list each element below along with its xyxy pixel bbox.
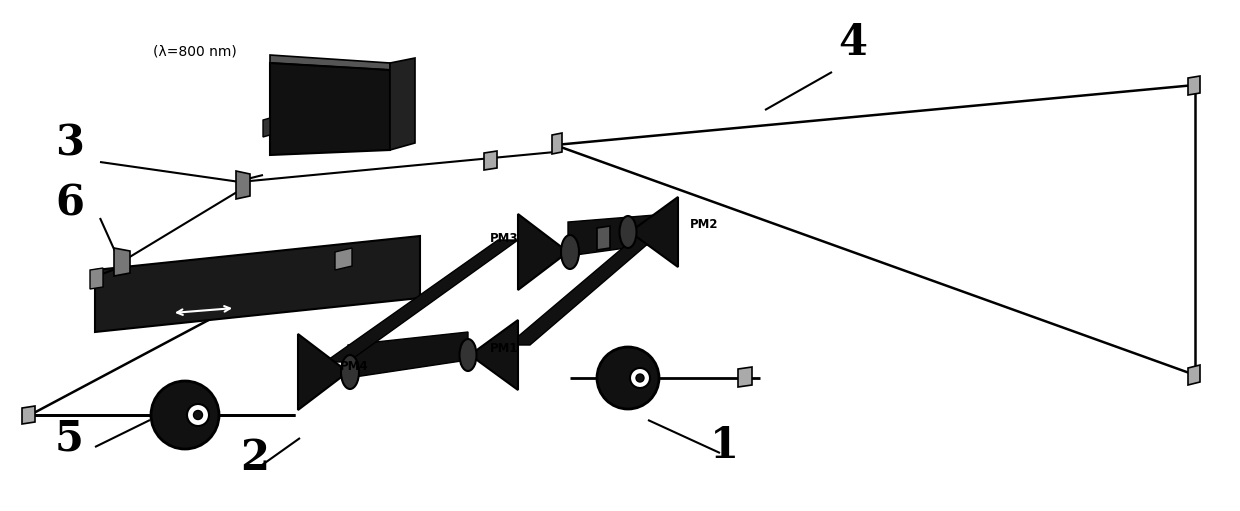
Polygon shape xyxy=(236,171,250,199)
Polygon shape xyxy=(114,248,130,276)
Ellipse shape xyxy=(193,410,202,420)
Text: PM3: PM3 xyxy=(490,232,518,245)
Ellipse shape xyxy=(630,368,650,388)
Text: 5: 5 xyxy=(55,417,84,459)
Polygon shape xyxy=(596,226,610,250)
Text: 1: 1 xyxy=(711,425,739,467)
Text: (λ=800 nm): (λ=800 nm) xyxy=(153,44,237,58)
Ellipse shape xyxy=(151,381,219,449)
Polygon shape xyxy=(325,240,518,362)
Ellipse shape xyxy=(341,355,360,389)
Polygon shape xyxy=(263,118,270,137)
Text: 2: 2 xyxy=(241,437,269,479)
Polygon shape xyxy=(1188,365,1200,385)
Polygon shape xyxy=(508,218,678,345)
Polygon shape xyxy=(335,248,352,270)
Polygon shape xyxy=(630,197,678,267)
Polygon shape xyxy=(95,236,420,332)
Text: PM1: PM1 xyxy=(490,342,518,355)
Text: PM4: PM4 xyxy=(340,360,368,373)
Polygon shape xyxy=(738,367,751,387)
Polygon shape xyxy=(91,268,103,289)
Polygon shape xyxy=(518,214,568,290)
Ellipse shape xyxy=(560,235,579,269)
Polygon shape xyxy=(470,320,518,390)
Polygon shape xyxy=(298,334,348,410)
Polygon shape xyxy=(270,55,391,70)
Polygon shape xyxy=(568,215,655,256)
Polygon shape xyxy=(22,406,35,424)
Ellipse shape xyxy=(596,347,658,409)
Text: PM2: PM2 xyxy=(689,218,718,231)
Ellipse shape xyxy=(187,404,210,426)
Text: 4: 4 xyxy=(838,22,867,64)
Ellipse shape xyxy=(460,339,476,371)
Polygon shape xyxy=(270,63,391,155)
Ellipse shape xyxy=(636,374,644,382)
Polygon shape xyxy=(348,332,467,378)
Polygon shape xyxy=(552,133,562,154)
Polygon shape xyxy=(1188,76,1200,95)
Polygon shape xyxy=(484,151,497,170)
Text: 3: 3 xyxy=(55,122,84,164)
Polygon shape xyxy=(391,58,415,150)
Ellipse shape xyxy=(620,216,636,248)
Text: 6: 6 xyxy=(55,182,84,224)
